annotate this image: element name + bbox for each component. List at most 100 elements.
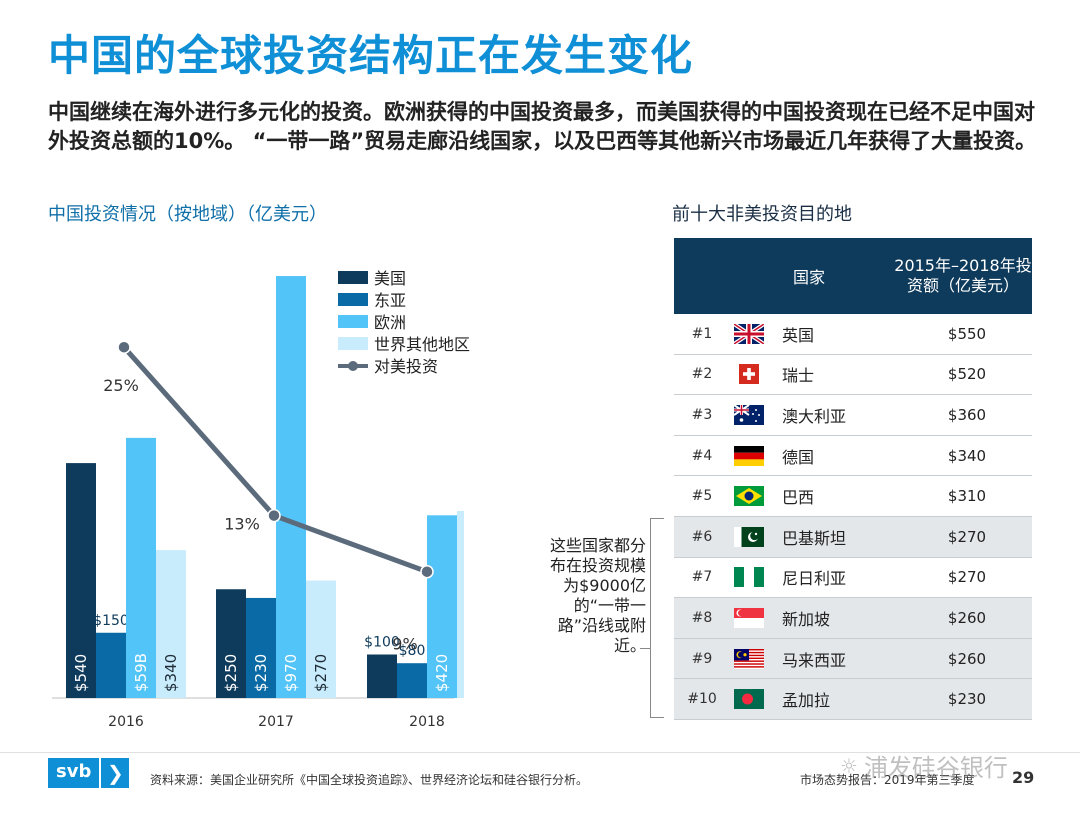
bar-value-label: $540 <box>72 654 90 692</box>
amount-cell: $260 <box>947 649 987 668</box>
bar-value-label: $430 <box>463 654 464 692</box>
amount-cell: $270 <box>947 568 987 587</box>
bar-东亚-2018 <box>397 663 427 698</box>
us-share-label: 25% <box>103 376 139 395</box>
footer-divider <box>0 752 1080 753</box>
chart-legend: 美国 东亚 欧洲 世界其他地区 对美投资 <box>338 266 470 376</box>
legend-label-rest: 世界其他地区 <box>374 335 471 354</box>
bar-东亚-2017 <box>246 597 276 698</box>
bar-世界其他地区-2018 <box>457 510 464 698</box>
page-title: 中国的全球投资结构正在发生变化 <box>48 31 694 80</box>
chart-title: 中国投资情况（按地域）（亿美元） <box>48 204 327 225</box>
note-bracket-tick <box>640 648 650 649</box>
us-share-point <box>267 508 281 523</box>
country-cell: 巴西 <box>782 488 815 508</box>
bar-value-label: $150 <box>93 613 129 629</box>
table-row: #7 尼日利亚 $270 <box>674 558 1032 599</box>
legend-swatch-us <box>338 270 368 284</box>
amount-cell: $310 <box>947 487 987 506</box>
country-cell: 尼日利亚 <box>782 569 847 589</box>
legend-label-europe: 欧洲 <box>374 313 407 332</box>
australia-flag-icon <box>734 404 764 425</box>
us-share-label: 9% <box>392 635 417 654</box>
header-amount: 2015年–2018年投资额（亿美元） <box>894 256 1032 295</box>
switzerland-flag-icon <box>734 364 764 385</box>
legend-label-us: 美国 <box>374 269 407 288</box>
us-share-line <box>122 345 428 575</box>
table-row: #8 新加坡 $260 <box>674 598 1032 639</box>
rank-cell: #8 <box>691 609 713 626</box>
legend-label-us-share: 对美投资 <box>374 357 439 376</box>
pakistan-flag-icon <box>734 526 764 547</box>
legend-line-marker <box>338 359 368 372</box>
rank-cell: #9 <box>691 650 713 667</box>
table-header: 国家 2015年–2018年投资额（亿美元） <box>674 238 1032 314</box>
svb-logo: svb ❯ <box>48 758 130 788</box>
bar-美国-2016 <box>66 463 96 698</box>
watermark-text: 浦发硅谷银行 <box>863 754 1008 782</box>
legend-swatch-east-asia <box>338 292 368 306</box>
country-cell: 马来西亚 <box>782 650 847 670</box>
us-share-point <box>420 564 434 579</box>
report-name: 市场态势报告：2019年第三季度 <box>800 773 975 787</box>
x-tick-label: 2018 <box>409 714 445 730</box>
bar-美国-2017 <box>216 589 246 698</box>
bangladesh-flag-icon <box>734 689 764 710</box>
source-note: 资料来源：美国企业研究所《中国全球投资追踪》、世界经济论坛和硅谷银行分析。 <box>150 773 589 787</box>
bar-东亚-2016 <box>96 632 126 698</box>
investment-bar-chart: $540 $150 $59B $340 2016 $250 $230 $970 $270 2017… <box>52 276 464 730</box>
table-row: #9 马来西亚 $260 <box>674 638 1032 680</box>
germany-flag-icon <box>734 445 764 466</box>
legend-item-rest: 世界其他地区 <box>338 332 470 354</box>
chevron-right-icon: ❯ <box>101 758 130 788</box>
bar-value-label: $970 <box>282 654 300 692</box>
amount-cell: $520 <box>947 365 987 384</box>
wechat-icon: ☼ <box>840 753 858 778</box>
bar-value-label: $250 <box>222 654 240 692</box>
table-row: #10 孟加拉 $230 <box>674 679 1032 720</box>
rank-cell: #5 <box>691 488 713 505</box>
country-cell: 巴基斯坦 <box>782 528 847 548</box>
bar-欧洲-2018 <box>427 515 457 698</box>
country-cell: 孟加拉 <box>782 691 831 711</box>
bar-世界其他地区-2016 <box>156 550 186 698</box>
logo-text: svb <box>48 758 100 788</box>
bar-世界其他地区-2017 <box>306 580 336 698</box>
country-cell: 英国 <box>782 325 815 345</box>
bar-value-label: $59B <box>132 653 150 692</box>
table-row: #2 瑞士 $520 <box>674 355 1032 396</box>
legend-item-us: 美国 <box>338 266 470 288</box>
bar-value-label: $270 <box>312 654 330 692</box>
rank-cell: #4 <box>691 447 713 464</box>
x-tick-label: 2017 <box>258 714 294 730</box>
country-cell: 澳大利亚 <box>782 406 847 426</box>
legend-item-east-asia: 东亚 <box>338 288 470 310</box>
us-share-label: 13% <box>224 515 260 534</box>
rank-cell: #7 <box>691 569 713 586</box>
table-row: #3 澳大利亚 $360 <box>674 395 1032 436</box>
page-number: 29 <box>1012 768 1035 787</box>
rank-cell: #10 <box>687 691 717 708</box>
amount-cell: $270 <box>947 527 987 546</box>
table-row: #5 巴西 $310 <box>674 476 1032 517</box>
legend-swatch-europe <box>338 314 368 328</box>
table-row: #1 英国 $550 <box>674 314 1032 355</box>
bar-欧洲-2016 <box>126 437 156 698</box>
singapore-flag-icon <box>734 607 764 628</box>
x-tick-label: 2016 <box>108 714 144 730</box>
belt-road-note: 这些国家都分布在投资规模为$9000亿的“一带一路”沿线或附近。 <box>549 536 646 655</box>
amount-cell: $340 <box>947 446 987 465</box>
table-title: 前十大非美投资目的地 <box>672 204 852 225</box>
bar-value-label: $230 <box>252 654 270 692</box>
rank-cell: #6 <box>691 528 713 545</box>
amount-cell: $550 <box>947 324 987 343</box>
amount-cell: $260 <box>947 608 987 627</box>
legend-item-us-share: 对美投资 <box>338 354 470 376</box>
brazil-flag-icon <box>734 486 764 507</box>
rank-cell: #2 <box>691 366 713 383</box>
amount-cell: $230 <box>947 690 987 709</box>
legend-label-east-asia: 东亚 <box>374 291 407 310</box>
us-share-point <box>117 340 131 354</box>
malaysia-flag-icon <box>734 648 764 669</box>
bar-欧洲-2017 <box>276 276 306 698</box>
